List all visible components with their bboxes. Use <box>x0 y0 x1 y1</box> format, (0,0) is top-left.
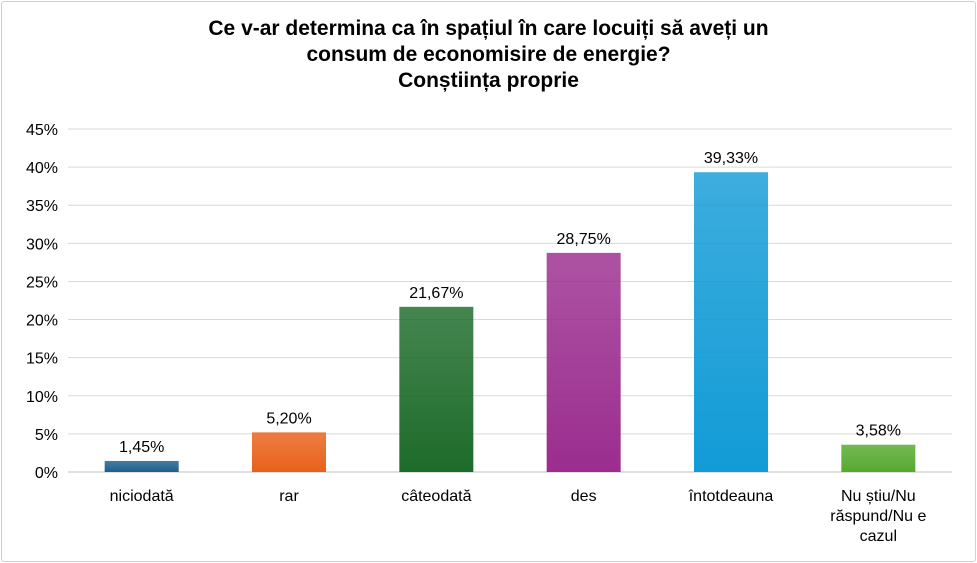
data-label: 21,67% <box>409 285 463 302</box>
data-label: 5,20% <box>266 410 311 427</box>
x-tick-label: Nu știu/Nu răspund/Nu e cazul <box>830 488 926 545</box>
x-tick-label: niciodată <box>110 488 174 505</box>
value-labels: 1,45% 5,20% 21,67% 28,75% 39,33% 3,58% <box>119 150 901 456</box>
x-tick-label: des <box>571 488 597 505</box>
gridlines <box>68 128 952 473</box>
x-tick-label: întotdeauna <box>688 488 774 505</box>
y-tick-label: 30% <box>26 236 58 253</box>
bar <box>694 172 768 472</box>
y-tick-label: 25% <box>26 274 58 291</box>
y-tick-label: 35% <box>26 198 58 215</box>
bar <box>399 306 474 472</box>
y-tick-label: 0% <box>35 465 58 482</box>
data-label: 1,45% <box>119 439 164 456</box>
y-tick-label: 10% <box>26 389 58 406</box>
bar <box>252 432 326 472</box>
y-axis: 0% 5% 10% 15% 20% 25% 30% 35% 40% 45% <box>26 122 58 482</box>
chart-title-line-3: Conștiința proprie <box>398 69 579 92</box>
chart-title: Ce v-ar determina ca în spațiul în care … <box>0 16 977 94</box>
bar <box>841 444 916 472</box>
bars <box>104 172 916 472</box>
y-tick-label: 15% <box>26 351 58 368</box>
x-axis: niciodată rar câteodată des întotdeauna Nu șt… <box>110 488 927 545</box>
x-tick-label: câteodată <box>401 488 471 505</box>
bar <box>104 460 179 472</box>
y-tick-label: 5% <box>35 427 58 444</box>
y-tick-label: 45% <box>26 122 58 139</box>
y-tick-label: 20% <box>26 313 58 330</box>
data-label: 39,33% <box>704 150 758 167</box>
bar <box>546 252 621 472</box>
chart-title-line-1: Ce v-ar determina ca în spațiul în care … <box>208 17 769 40</box>
x-tick-label: rar <box>279 488 299 505</box>
y-tick-label: 40% <box>26 160 58 177</box>
data-label: 28,75% <box>557 231 611 248</box>
data-label: 3,58% <box>856 423 901 440</box>
chart-title-line-2: consum de economisire de energie? <box>306 43 671 66</box>
